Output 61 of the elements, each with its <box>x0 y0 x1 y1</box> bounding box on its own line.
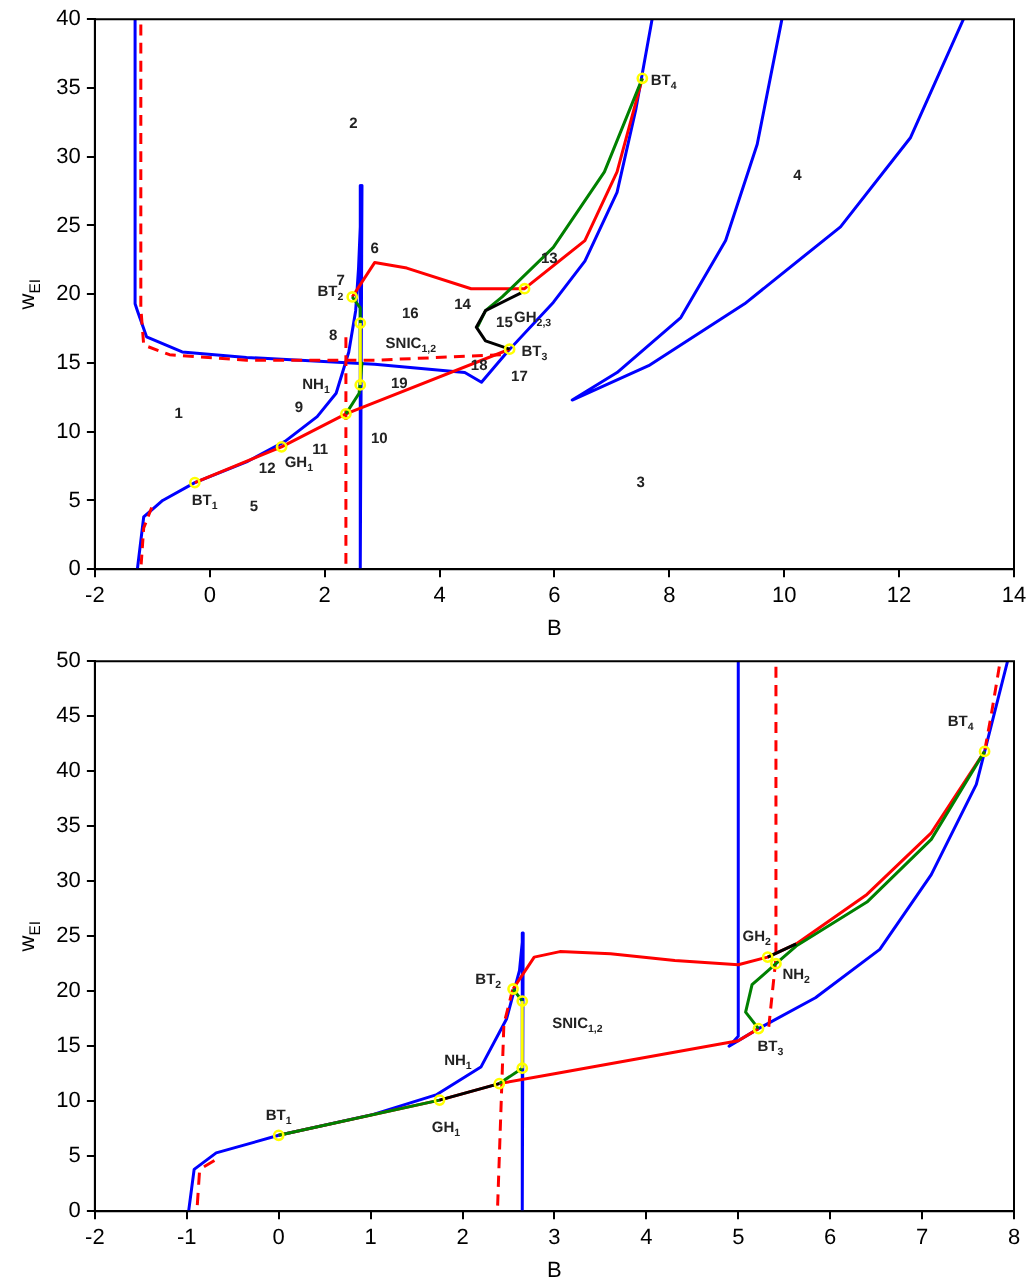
point <box>493 1077 506 1090</box>
x-tick-label: 6 <box>548 584 561 609</box>
x-tick-label: 3 <box>548 1226 561 1251</box>
point <box>503 343 516 356</box>
y-tick-label: 20 <box>56 282 81 307</box>
x-tick-label: 14 <box>1001 584 1027 609</box>
x-tick-label: 8 <box>1007 1226 1021 1251</box>
x-tick-label: 5 <box>732 1226 745 1251</box>
x-tick-label: 7 <box>915 1226 929 1251</box>
point <box>752 1022 765 1035</box>
point <box>518 282 531 295</box>
y-tick-label: 25 <box>56 924 81 949</box>
point <box>188 476 201 489</box>
y-tick-label: 25 <box>56 213 81 238</box>
x-tick-label: 12 <box>886 584 912 609</box>
y-tick-label: 35 <box>56 76 81 101</box>
x-tick-label: 8 <box>663 584 676 609</box>
y-tick-label: 40 <box>56 7 81 32</box>
y-tick-label: 30 <box>56 869 81 894</box>
y-tick-label: 40 <box>56 759 81 784</box>
y-tick-label: 20 <box>56 979 81 1004</box>
x-tick-label: 10 <box>771 584 797 609</box>
point <box>346 291 359 303</box>
y-tick-label: 45 <box>56 704 81 729</box>
y-tick-label: 5 <box>68 1144 81 1169</box>
x-tick-label: -1 <box>177 1226 197 1251</box>
y-tick-label: 50 <box>56 649 81 674</box>
x-tick-label: 1 <box>364 1226 377 1251</box>
y-tick-label: 35 <box>56 814 81 839</box>
x-tick-label: -2 <box>85 584 105 609</box>
point <box>272 1129 285 1142</box>
x-tick-label: 4 <box>640 1226 653 1251</box>
x-axis-title: B <box>547 1258 562 1283</box>
x-tick-label: -2 <box>85 1226 105 1251</box>
y-tick-label: 15 <box>56 351 81 376</box>
point <box>978 745 991 758</box>
y-tick-label: 0 <box>68 1199 81 1224</box>
x-tick-label: 0 <box>203 584 216 609</box>
y-tick-label: 30 <box>56 144 81 169</box>
point <box>516 995 529 1007</box>
y-tick-label: 10 <box>56 419 81 444</box>
point <box>354 379 367 391</box>
y-tick-label: 15 <box>56 1034 81 1059</box>
point <box>516 1062 529 1075</box>
point <box>770 957 782 970</box>
point <box>761 951 774 963</box>
y-tick-label: 5 <box>68 488 81 513</box>
point <box>340 407 352 420</box>
point <box>433 1094 446 1106</box>
x-tick-label: 2 <box>456 1226 469 1251</box>
point <box>507 983 519 995</box>
x-tick-label: 6 <box>824 1226 837 1251</box>
x-tick-label: 0 <box>272 1226 285 1251</box>
point <box>275 440 288 453</box>
x-tick-label: 2 <box>318 584 331 609</box>
x-axis-title: B <box>547 616 562 641</box>
y-tick-label: 0 <box>68 557 81 582</box>
point <box>354 317 367 329</box>
x-tick-label: 4 <box>433 584 446 609</box>
y-tick-label: 10 <box>56 1089 81 1114</box>
point <box>636 72 649 85</box>
